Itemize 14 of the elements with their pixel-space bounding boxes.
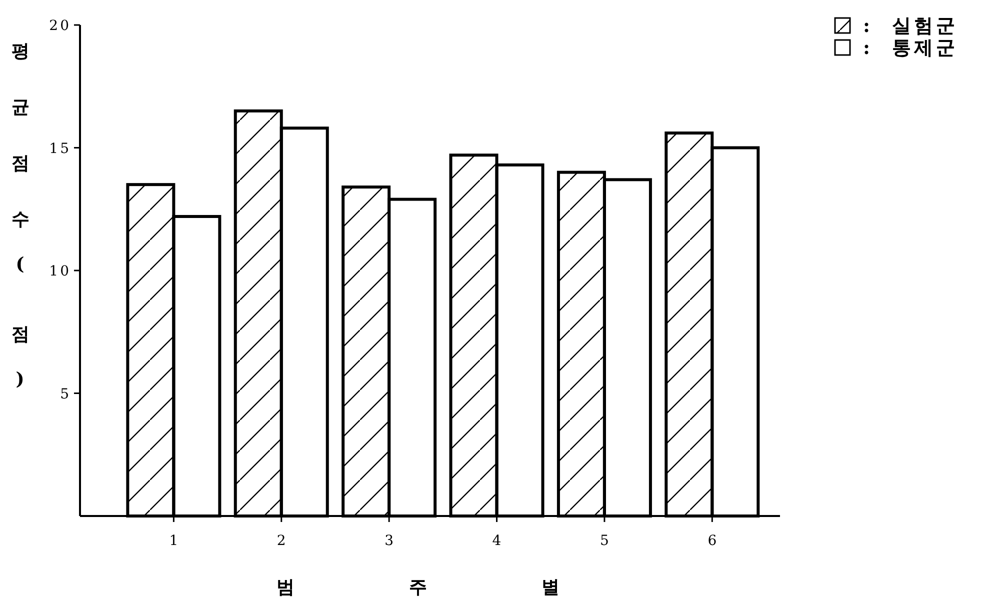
legend-label: : 실험군 — [863, 15, 958, 37]
legend-label: : 통제군 — [863, 37, 958, 59]
x-tick-label: 1 — [169, 533, 178, 549]
y-tick-label: 20 — [49, 18, 71, 34]
x-tick-label: 5 — [600, 533, 609, 549]
y-tick-label: 5 — [60, 386, 71, 402]
y-axis-title: 평균점수(점) — [10, 30, 30, 428]
x-tick-label: 4 — [492, 533, 502, 549]
x-axis-title: 범 주 별 — [276, 577, 560, 598]
y-tick-label: 10 — [49, 264, 71, 280]
x-tick-label: 2 — [276, 533, 286, 549]
x-tick-label: 3 — [384, 533, 394, 549]
y-tick-label: 15 — [49, 140, 71, 157]
x-tick-label: 6 — [708, 533, 717, 549]
